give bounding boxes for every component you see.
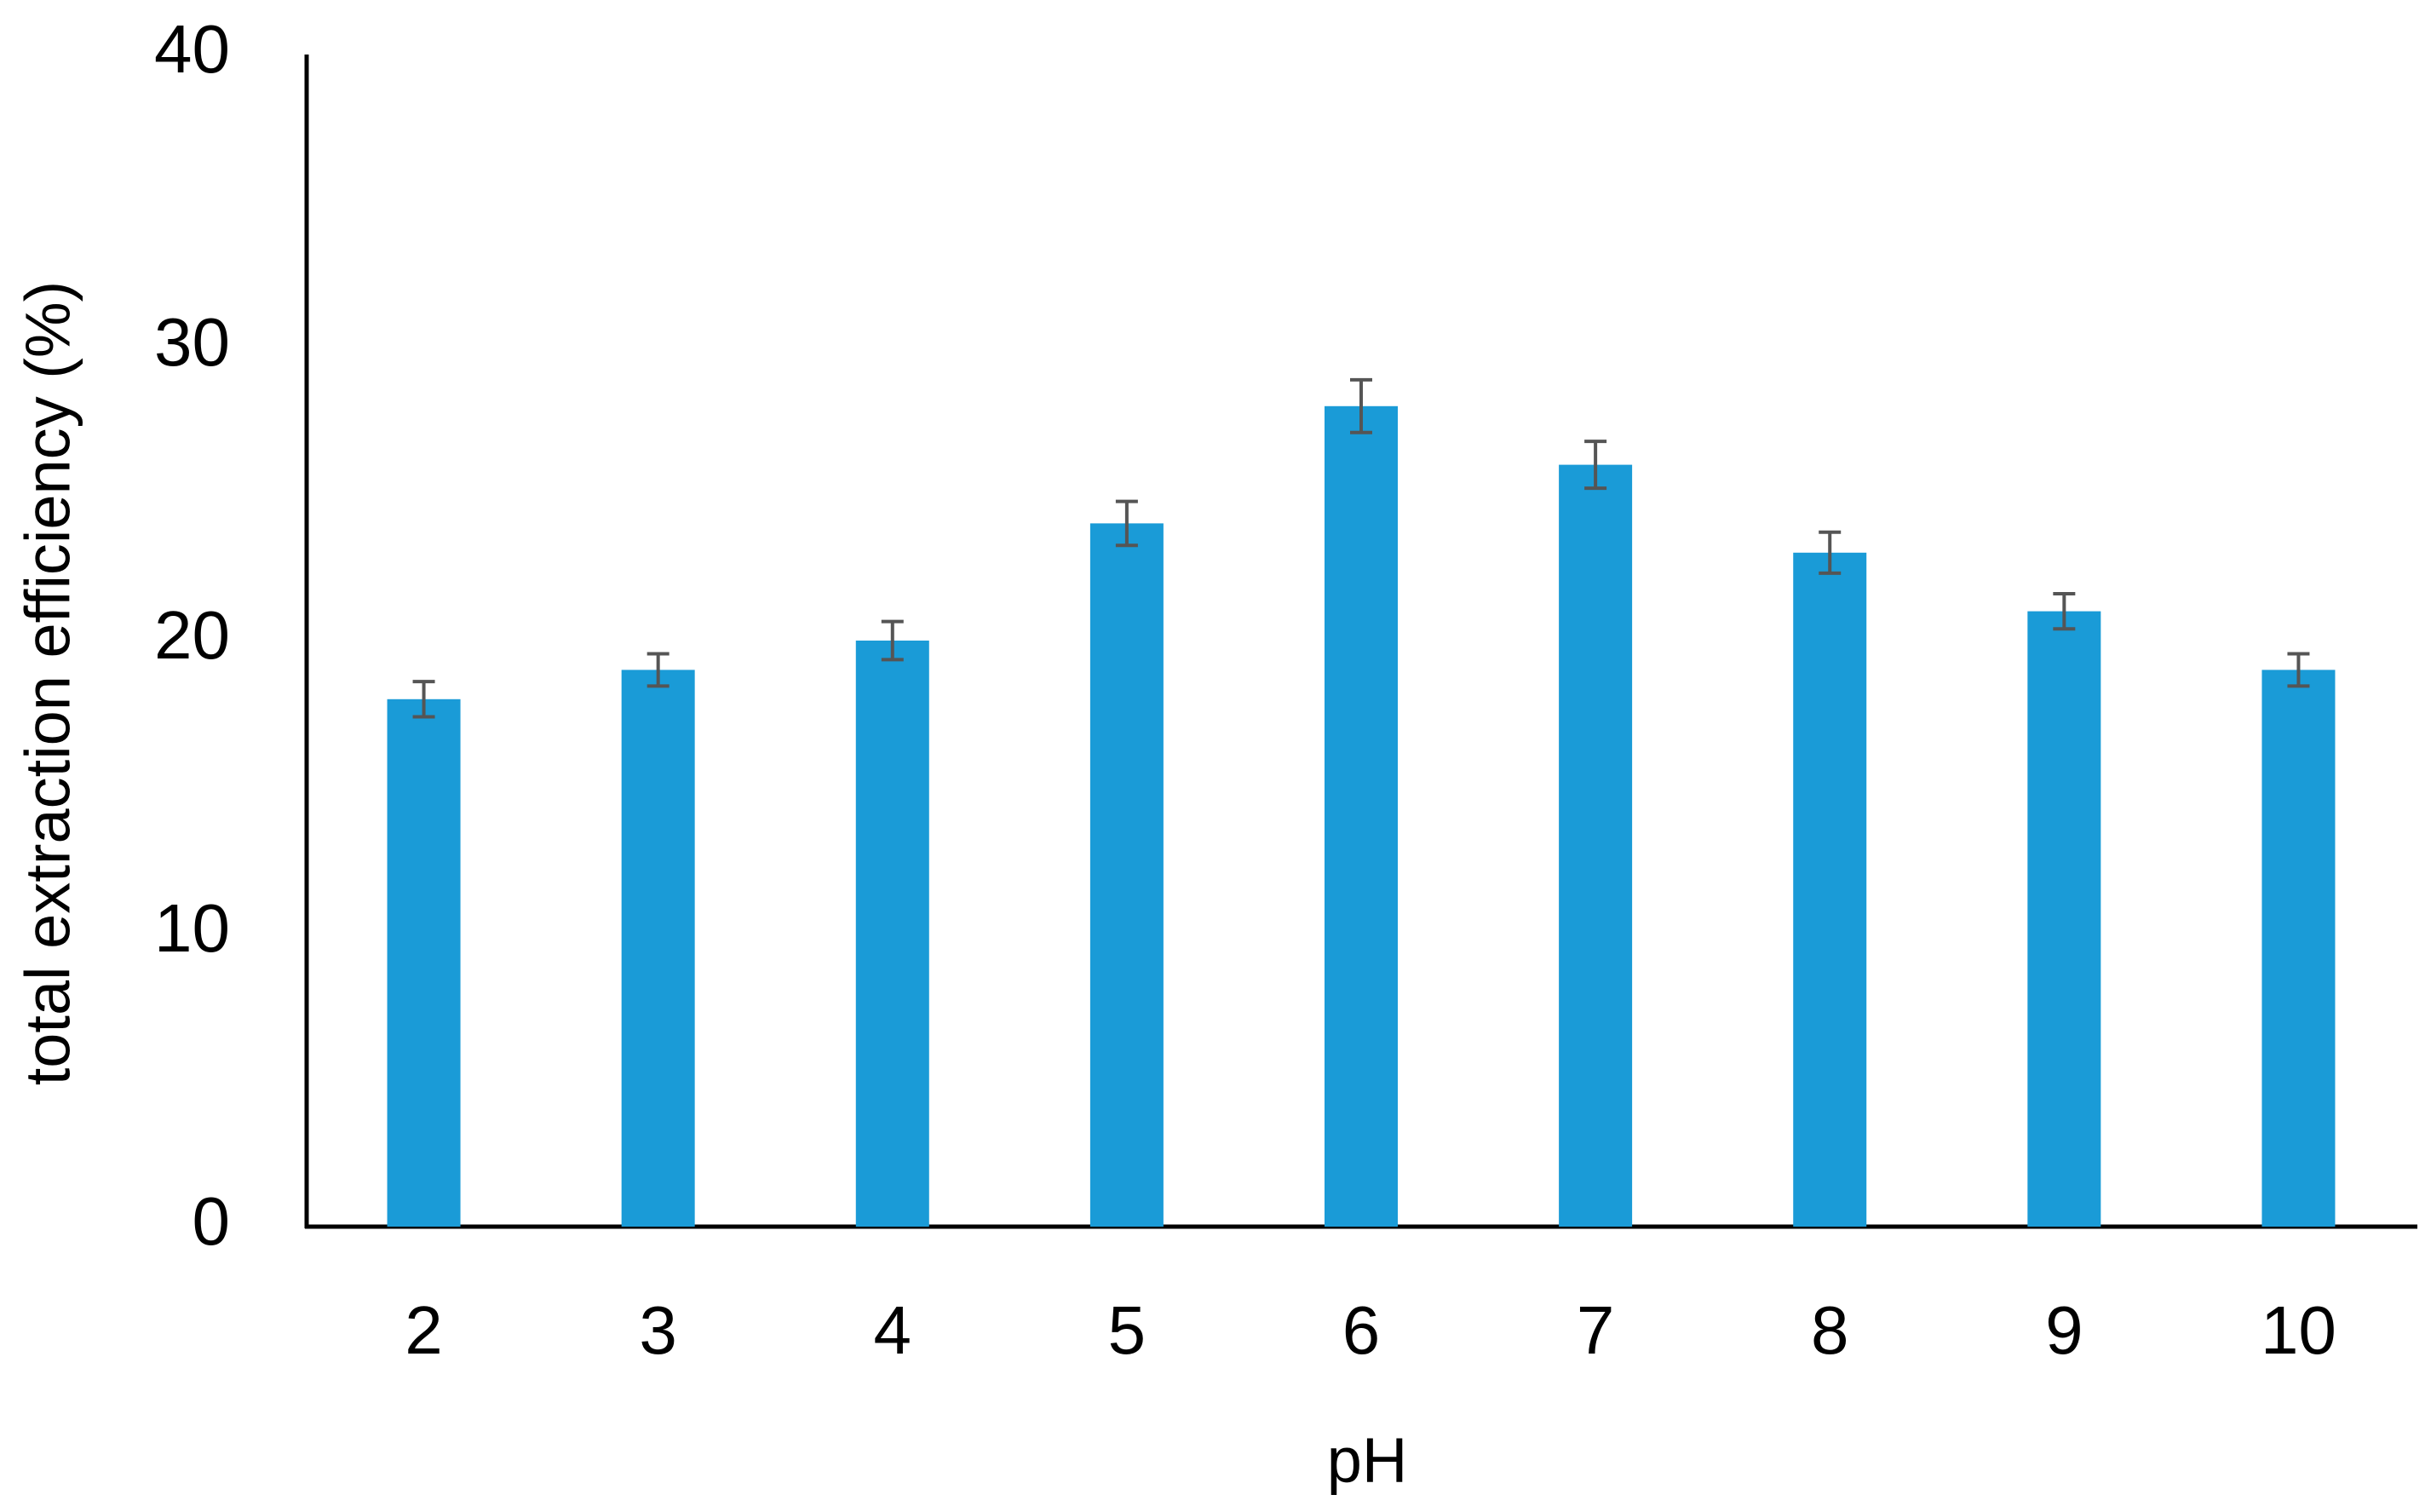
error-bar bbox=[1350, 377, 1372, 434]
bar bbox=[387, 699, 461, 1227]
x-tick-label: 8 bbox=[1811, 1292, 1849, 1368]
error-bar bbox=[412, 680, 435, 719]
error-bar bbox=[881, 619, 904, 662]
bar bbox=[1793, 552, 1867, 1227]
error-bar bbox=[1819, 530, 1842, 575]
x-tick-label: 3 bbox=[639, 1292, 677, 1368]
x-tick-label: 10 bbox=[2261, 1292, 2336, 1368]
bar bbox=[621, 670, 695, 1227]
error-bar bbox=[647, 652, 670, 688]
bar bbox=[2027, 611, 2101, 1227]
bar bbox=[1089, 523, 1164, 1227]
x-tick-label: 6 bbox=[1342, 1292, 1381, 1368]
x-tick-label: 5 bbox=[1108, 1292, 1147, 1368]
x-tick-label: 9 bbox=[2045, 1292, 2083, 1368]
bar bbox=[855, 641, 929, 1227]
y-tick-label: 30 bbox=[154, 304, 230, 380]
x-tick-label: 7 bbox=[1577, 1292, 1615, 1368]
y-tick-label: 0 bbox=[193, 1183, 231, 1259]
y-tick-label: 10 bbox=[154, 890, 230, 966]
bar bbox=[1559, 464, 1633, 1227]
y-tick-label: 40 bbox=[154, 11, 230, 87]
error-bar bbox=[1115, 499, 1138, 548]
x-tick-label: 2 bbox=[405, 1292, 443, 1368]
x-tick-label: 4 bbox=[874, 1292, 912, 1368]
x-axis-title: pH bbox=[1327, 1425, 1408, 1496]
error-bar bbox=[2053, 591, 2076, 631]
bar bbox=[2261, 670, 2336, 1227]
error-bar bbox=[2287, 652, 2310, 688]
bar bbox=[1325, 405, 1398, 1227]
error-bar bbox=[1584, 440, 1607, 491]
y-tick-label: 20 bbox=[154, 597, 230, 673]
y-axis-title: total extraction efficiency (%) bbox=[13, 281, 83, 1086]
